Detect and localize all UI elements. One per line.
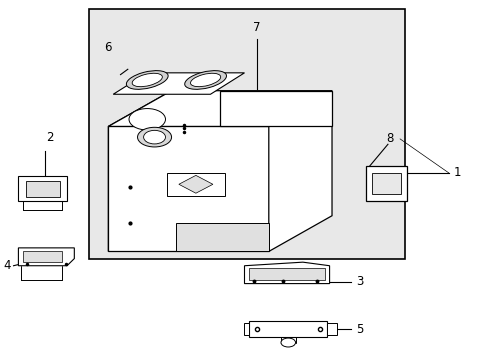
Text: 2: 2 [46,131,54,144]
Text: 6: 6 [104,41,112,54]
FancyBboxPatch shape [249,267,324,280]
Polygon shape [19,176,67,202]
Polygon shape [108,91,331,126]
FancyBboxPatch shape [89,9,404,258]
Polygon shape [268,91,331,251]
FancyBboxPatch shape [366,166,407,202]
FancyBboxPatch shape [26,181,60,197]
Ellipse shape [281,338,295,347]
Ellipse shape [129,109,165,130]
Text: 5: 5 [356,323,363,336]
Text: 7: 7 [252,21,260,33]
Ellipse shape [184,71,226,89]
Polygon shape [19,248,74,266]
Polygon shape [249,321,326,337]
Polygon shape [113,73,244,94]
Text: 8: 8 [386,132,393,145]
Polygon shape [108,91,171,251]
FancyBboxPatch shape [176,223,268,251]
Ellipse shape [132,73,162,87]
Polygon shape [108,126,268,251]
Polygon shape [326,323,336,336]
Polygon shape [179,175,212,193]
FancyBboxPatch shape [372,173,400,194]
Polygon shape [244,262,329,284]
Ellipse shape [137,127,171,147]
Polygon shape [220,91,331,126]
FancyBboxPatch shape [166,173,224,196]
Ellipse shape [190,73,220,87]
Text: 4: 4 [3,259,11,272]
Ellipse shape [143,130,165,144]
Ellipse shape [126,71,168,89]
FancyBboxPatch shape [23,251,62,262]
Text: 1: 1 [453,166,460,179]
Text: 3: 3 [356,275,363,288]
Polygon shape [244,323,249,336]
